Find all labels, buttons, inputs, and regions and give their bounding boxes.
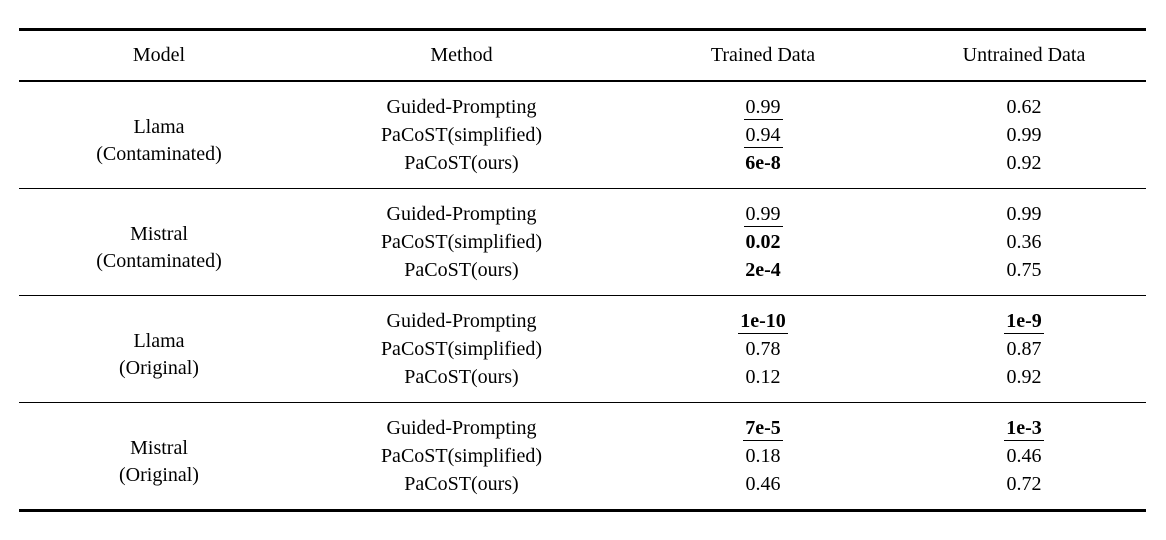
model-group: Mistral (Contaminated) Guided-Prompting 0.9… bbox=[19, 189, 1146, 296]
method-cell: PaCoST(ours) bbox=[404, 152, 519, 174]
trained-value: 7e-5 bbox=[743, 417, 783, 441]
trained-value-cell: 7e-5 bbox=[624, 403, 902, 443]
trained-value-cell: 0.78 bbox=[624, 335, 902, 363]
untrained-value: 0.46 bbox=[1006, 445, 1042, 467]
untrained-value: 0.92 bbox=[1006, 366, 1042, 388]
table-row: Llama (Contaminated) Guided-Prompting 0.99 0… bbox=[19, 81, 1146, 165]
method-cell: PaCoST(ours) bbox=[404, 473, 519, 495]
untrained-value-cell: 1e-9 bbox=[902, 296, 1146, 336]
results-table: Model Method Trained Data Untrained Data… bbox=[19, 28, 1146, 512]
untrained-value-cell: 0.92 bbox=[902, 363, 1146, 403]
method-cell: PaCoST(ours) bbox=[404, 259, 519, 281]
model-name: Mistral bbox=[130, 436, 188, 459]
trained-value: 0.12 bbox=[745, 366, 781, 388]
untrained-value-cell: 0.75 bbox=[902, 256, 1146, 296]
col-header-untrained: Untrained Data bbox=[962, 44, 1086, 66]
trained-value: 0.18 bbox=[745, 445, 781, 467]
table-row: Llama (Original) Guided-Prompting 1e-10 1e-9 bbox=[19, 296, 1146, 379]
model-group: Llama (Original) Guided-Prompting 1e-10 1e-9… bbox=[19, 296, 1146, 403]
method-cell: Guided-Prompting bbox=[386, 96, 537, 118]
method-cell: Guided-Prompting bbox=[386, 310, 537, 332]
table-row: PaCoST(ours) 6e-8 0.92 bbox=[19, 149, 1146, 189]
method-cell: PaCoST(ours) bbox=[404, 366, 519, 388]
model-cell: Mistral (Contaminated) bbox=[19, 189, 299, 296]
model-group: Llama (Contaminated) Guided-Prompting 0.99 0… bbox=[19, 81, 1146, 189]
untrained-value-cell: 1e-3 bbox=[902, 403, 1146, 443]
untrained-value-cell: 0.92 bbox=[902, 149, 1146, 189]
untrained-value-cell: 0.62 bbox=[902, 81, 1146, 121]
trained-value-cell: 0.02 bbox=[624, 228, 902, 256]
trained-value-cell: 0.12 bbox=[624, 363, 902, 403]
untrained-value: 0.72 bbox=[1006, 473, 1042, 495]
table-row: PaCoST(simplified) 0.78 0.87 bbox=[19, 335, 1146, 363]
untrained-value-cell: 0.99 bbox=[902, 121, 1146, 149]
trained-value: 0.02 bbox=[745, 231, 781, 253]
untrained-value-cell: 0.72 bbox=[902, 470, 1146, 511]
method-cell: PaCoST(simplified) bbox=[380, 231, 543, 253]
table-row: PaCoST(ours) 0.46 0.72 bbox=[19, 470, 1146, 511]
model-variant: (Original) bbox=[119, 356, 199, 379]
untrained-value: 0.99 bbox=[1006, 203, 1042, 225]
trained-value: 2e-4 bbox=[745, 259, 781, 281]
method-cell: PaCoST(simplified) bbox=[380, 124, 543, 146]
untrained-value: 0.36 bbox=[1006, 231, 1042, 253]
untrained-value: 0.87 bbox=[1006, 338, 1042, 360]
model-variant: (Contaminated) bbox=[96, 249, 222, 272]
untrained-value: 1e-3 bbox=[1004, 417, 1044, 441]
trained-value: 1e-10 bbox=[738, 310, 788, 334]
col-header-model: Model bbox=[132, 44, 186, 66]
untrained-value-cell: 0.99 bbox=[902, 189, 1146, 229]
untrained-value-cell: 0.87 bbox=[902, 335, 1146, 363]
method-cell: PaCoST(simplified) bbox=[380, 445, 543, 467]
table-row: PaCoST(ours) 0.12 0.92 bbox=[19, 363, 1146, 403]
model-variant: (Contaminated) bbox=[96, 142, 222, 165]
trained-value: 6e-8 bbox=[745, 152, 781, 174]
model-name: Mistral bbox=[130, 222, 188, 245]
table-row: Mistral (Original) Guided-Prompting 7e-5 1e-… bbox=[19, 403, 1146, 486]
method-cell: PaCoST(simplified) bbox=[380, 338, 543, 360]
table-row: PaCoST(ours) 2e-4 0.75 bbox=[19, 256, 1146, 296]
method-cell: Guided-Prompting bbox=[386, 417, 537, 439]
model-cell: Llama (Original) bbox=[19, 296, 299, 403]
header-row: Model Method Trained Data Untrained Data bbox=[19, 30, 1146, 81]
untrained-value: 0.62 bbox=[1006, 96, 1042, 118]
col-header-trained: Trained Data bbox=[710, 44, 816, 66]
trained-value-cell: 6e-8 bbox=[624, 149, 902, 189]
trained-value-cell: 0.99 bbox=[624, 81, 902, 121]
model-name: Llama bbox=[133, 329, 185, 352]
trained-value: 0.46 bbox=[745, 473, 781, 495]
table-row: PaCoST(simplified) 0.18 0.46 bbox=[19, 442, 1146, 470]
table-row: PaCoST(simplified) 0.02 0.36 bbox=[19, 228, 1146, 256]
col-header-method: Method bbox=[430, 44, 493, 66]
untrained-value: 0.75 bbox=[1006, 259, 1042, 281]
trained-value: 0.99 bbox=[743, 203, 783, 227]
trained-value-cell: 0.46 bbox=[624, 470, 902, 511]
method-cell: Guided-Prompting bbox=[386, 203, 537, 225]
untrained-value-cell: 0.46 bbox=[902, 442, 1146, 470]
model-group: Mistral (Original) Guided-Prompting 7e-5 1e-… bbox=[19, 403, 1146, 511]
model-cell: Mistral (Original) bbox=[19, 403, 299, 511]
untrained-value: 0.99 bbox=[1006, 124, 1042, 146]
untrained-value: 1e-9 bbox=[1004, 310, 1044, 334]
untrained-value-cell: 0.36 bbox=[902, 228, 1146, 256]
model-variant: (Original) bbox=[119, 463, 199, 486]
trained-value-cell: 0.18 bbox=[624, 442, 902, 470]
model-cell: Llama (Contaminated) bbox=[19, 81, 299, 189]
trained-value: 0.99 bbox=[743, 96, 783, 120]
trained-value-cell: 0.99 bbox=[624, 189, 902, 229]
table-row: PaCoST(simplified) 0.94 0.99 bbox=[19, 121, 1146, 149]
model-name: Llama bbox=[133, 115, 185, 138]
trained-value-cell: 0.94 bbox=[624, 121, 902, 149]
trained-value: 0.94 bbox=[743, 124, 783, 148]
trained-value-cell: 2e-4 bbox=[624, 256, 902, 296]
trained-value-cell: 1e-10 bbox=[624, 296, 902, 336]
table-row: Mistral (Contaminated) Guided-Prompting 0.9… bbox=[19, 189, 1146, 272]
untrained-value: 0.92 bbox=[1006, 152, 1042, 174]
trained-value: 0.78 bbox=[745, 338, 781, 360]
